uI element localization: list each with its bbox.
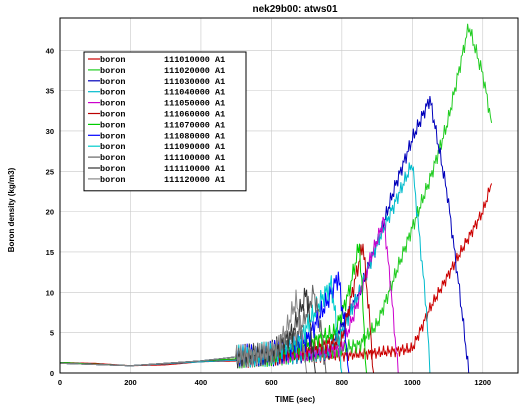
series-line-12 [59, 289, 308, 374]
legend-series-name: boron [100, 55, 126, 65]
x-tick-label: 400 [195, 378, 208, 387]
legend-series-id: 111120000 A1 [164, 175, 225, 185]
legend-series-id: 111040000 A1 [164, 88, 225, 98]
plot-area [59, 23, 493, 374]
legend: boron 111010000 A1 boron 111020000 A1 boron 1… [83, 51, 247, 192]
legend-series-name: boron [100, 142, 126, 152]
legend-series-id: 111100000 A1 [164, 153, 225, 163]
legend-series-name: boron [100, 110, 126, 120]
y-tick-label: 35 [46, 87, 54, 96]
legend-series-id: 111110000 A1 [164, 164, 225, 174]
x-tick-label: 1200 [474, 378, 491, 387]
axis-ticks: 0 200 400 600 800 1000 1200 0 5 10 15 20 25 30 35 40 [46, 46, 491, 387]
y-tick-label: 30 [46, 127, 54, 136]
legend-series-id: 111020000 A1 [164, 66, 225, 76]
x-tick-label: 200 [124, 378, 137, 387]
legend-series-name: boron [100, 99, 126, 109]
y-tick-label: 25 [46, 167, 54, 176]
y-tick-label: 10 [46, 288, 54, 297]
legend-series-name: boron [100, 153, 126, 163]
legend-series-id: 111010000 A1 [164, 55, 225, 65]
y-axis-label: Boron density (kg/m3) [7, 167, 16, 252]
y-tick-label: 0 [50, 369, 54, 378]
legend-series-id: 111070000 A1 [164, 120, 225, 130]
legend-series-name: boron [100, 164, 126, 174]
legend-box [83, 51, 247, 192]
legend-series-id: 111030000 A1 [164, 77, 225, 87]
legend-series-id: 111090000 A1 [164, 142, 225, 152]
legend-series-name: boron [100, 131, 126, 141]
x-tick-label: 0 [58, 378, 62, 387]
y-tick-label: 5 [50, 329, 54, 338]
legend-series-name: boron [100, 66, 126, 76]
legend-series-name: boron [100, 175, 126, 185]
y-tick-label: 15 [46, 248, 54, 257]
chart-title: nek29b00: atws01 [252, 4, 337, 15]
x-axis-label: TIME (sec) [275, 395, 315, 404]
plot-frame [59, 17, 519, 374]
x-tick-label: 600 [265, 378, 278, 387]
legend-series-id: 111060000 A1 [164, 110, 225, 120]
legend-series-name: boron [100, 120, 126, 130]
y-tick-label: 20 [46, 208, 54, 217]
y-tick-label: 40 [46, 46, 54, 55]
legend-series-name: boron [100, 77, 126, 87]
legend-series-id: 111080000 A1 [164, 131, 225, 141]
x-tick-label: 1000 [404, 378, 421, 387]
x-tick-label: 800 [336, 378, 349, 387]
legend-series-id: 111050000 A1 [164, 99, 225, 109]
legend-series-name: boron [100, 88, 126, 98]
